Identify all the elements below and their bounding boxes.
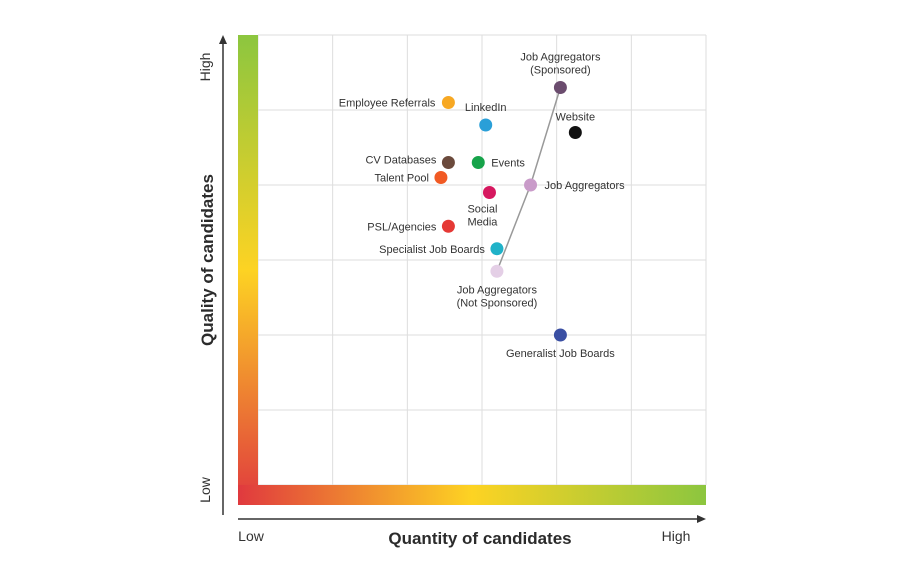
y-axis-high-label: High	[197, 53, 213, 82]
labels-layer: Job Aggregators (Sponsored) Employee Refer…	[339, 52, 625, 361]
label-website: Website	[556, 112, 596, 124]
point-linkedin	[479, 118, 493, 132]
point-job-aggregators-not-sponsored	[490, 264, 504, 278]
point-specialist-job-boards	[490, 242, 504, 256]
point-talent-pool	[434, 171, 448, 184]
point-cv-databases	[441, 156, 455, 169]
label-social-media: Social Media	[467, 204, 498, 229]
x-gradient-bar	[238, 485, 706, 505]
label-psl-agencies: PSL/Agencies	[367, 221, 437, 233]
point-social-media	[482, 186, 496, 199]
label-generalist-job-boards: Generalist Job Boards	[506, 348, 615, 360]
label-job-aggregators: Job Aggregators	[545, 180, 626, 192]
point-events	[471, 156, 485, 169]
x-axis-title: Quantity of candidates	[388, 529, 571, 548]
points-layer	[434, 81, 582, 342]
point-psl-agencies	[441, 219, 455, 233]
point-employee-referrals	[441, 96, 455, 109]
label-linkedin: LinkedIn	[465, 102, 507, 114]
point-job-aggregators	[524, 178, 538, 192]
x-axis-high-label: High	[662, 528, 691, 544]
x-axis-arrowhead	[697, 515, 706, 523]
label-job-aggregators-sponsored: Job Aggregators (Sponsored)	[520, 52, 601, 77]
label-cv-databases: CV Databases	[365, 155, 436, 167]
y-axis-low-label: Low	[197, 476, 213, 503]
point-job-aggregators-sponsored	[553, 81, 567, 94]
label-specialist-job-boards: Specialist Job Boards	[379, 244, 485, 256]
point-website	[568, 126, 582, 139]
x-axis-low-label: Low	[238, 528, 265, 544]
y-axis-arrowhead	[219, 35, 227, 44]
label-events: Events	[491, 158, 525, 170]
label-employee-referrals: Employee Referrals	[339, 98, 436, 110]
y-gradient-bar	[238, 35, 258, 505]
y-axis-title: Quality of candidates	[198, 174, 217, 346]
label-job-aggregators-not-sponsored: Job Aggregators (Not Sponsored)	[457, 284, 538, 309]
point-generalist-job-boards	[553, 328, 567, 342]
label-talent-pool: Talent Pool	[374, 173, 428, 185]
